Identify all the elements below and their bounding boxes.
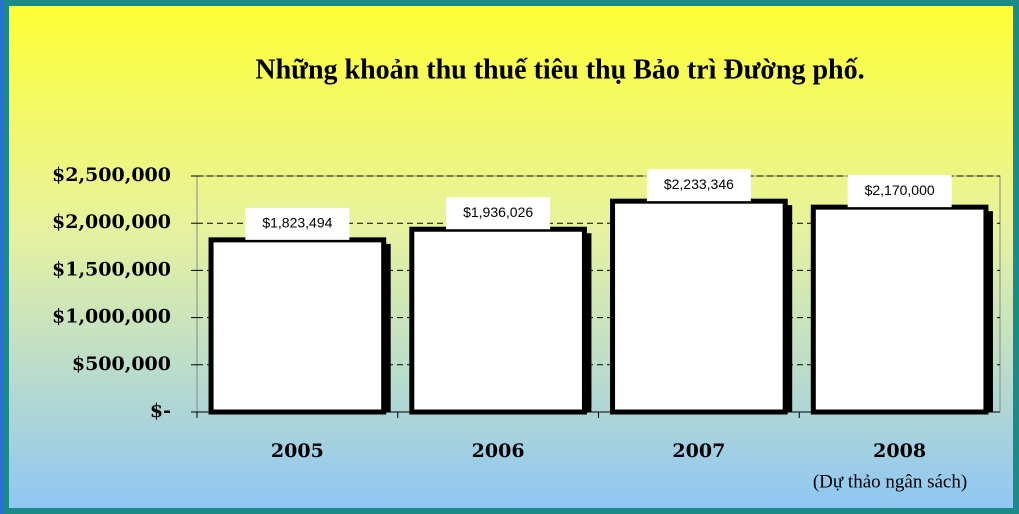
bar [208, 237, 387, 415]
y-tick-label: $1,000,000 [52, 306, 171, 328]
value-label: $2,233,346 [664, 176, 734, 192]
x-tick-label: 2005 [271, 440, 324, 462]
chart-title: Những khoản thu thuế tiêu thụ Bảo trì Đư… [255, 54, 864, 85]
value-label: $1,936,026 [463, 204, 533, 220]
value-label-box [646, 169, 751, 202]
y-tick-label: $500,000 [72, 353, 171, 375]
annotation: (Dự thảo ngân sách) [813, 471, 967, 492]
value-label-box [245, 207, 350, 240]
value-label-box [847, 175, 952, 208]
x-tick-label: 2007 [672, 440, 725, 462]
value-label: $2,170,000 [865, 182, 935, 198]
value-label: $1,823,494 [262, 215, 332, 231]
y-tick-label: $2,000,000 [52, 211, 171, 233]
y-tick-label: $- [150, 400, 171, 422]
bar [810, 204, 989, 415]
y-tick-label: $2,500,000 [52, 164, 171, 186]
x-tick-label: 2008 [873, 440, 926, 462]
x-tick-label: 2006 [472, 440, 525, 462]
y-tick-label: $1,500,000 [52, 258, 171, 280]
value-label-box [446, 197, 551, 230]
bar [610, 198, 788, 415]
bar [409, 226, 587, 415]
